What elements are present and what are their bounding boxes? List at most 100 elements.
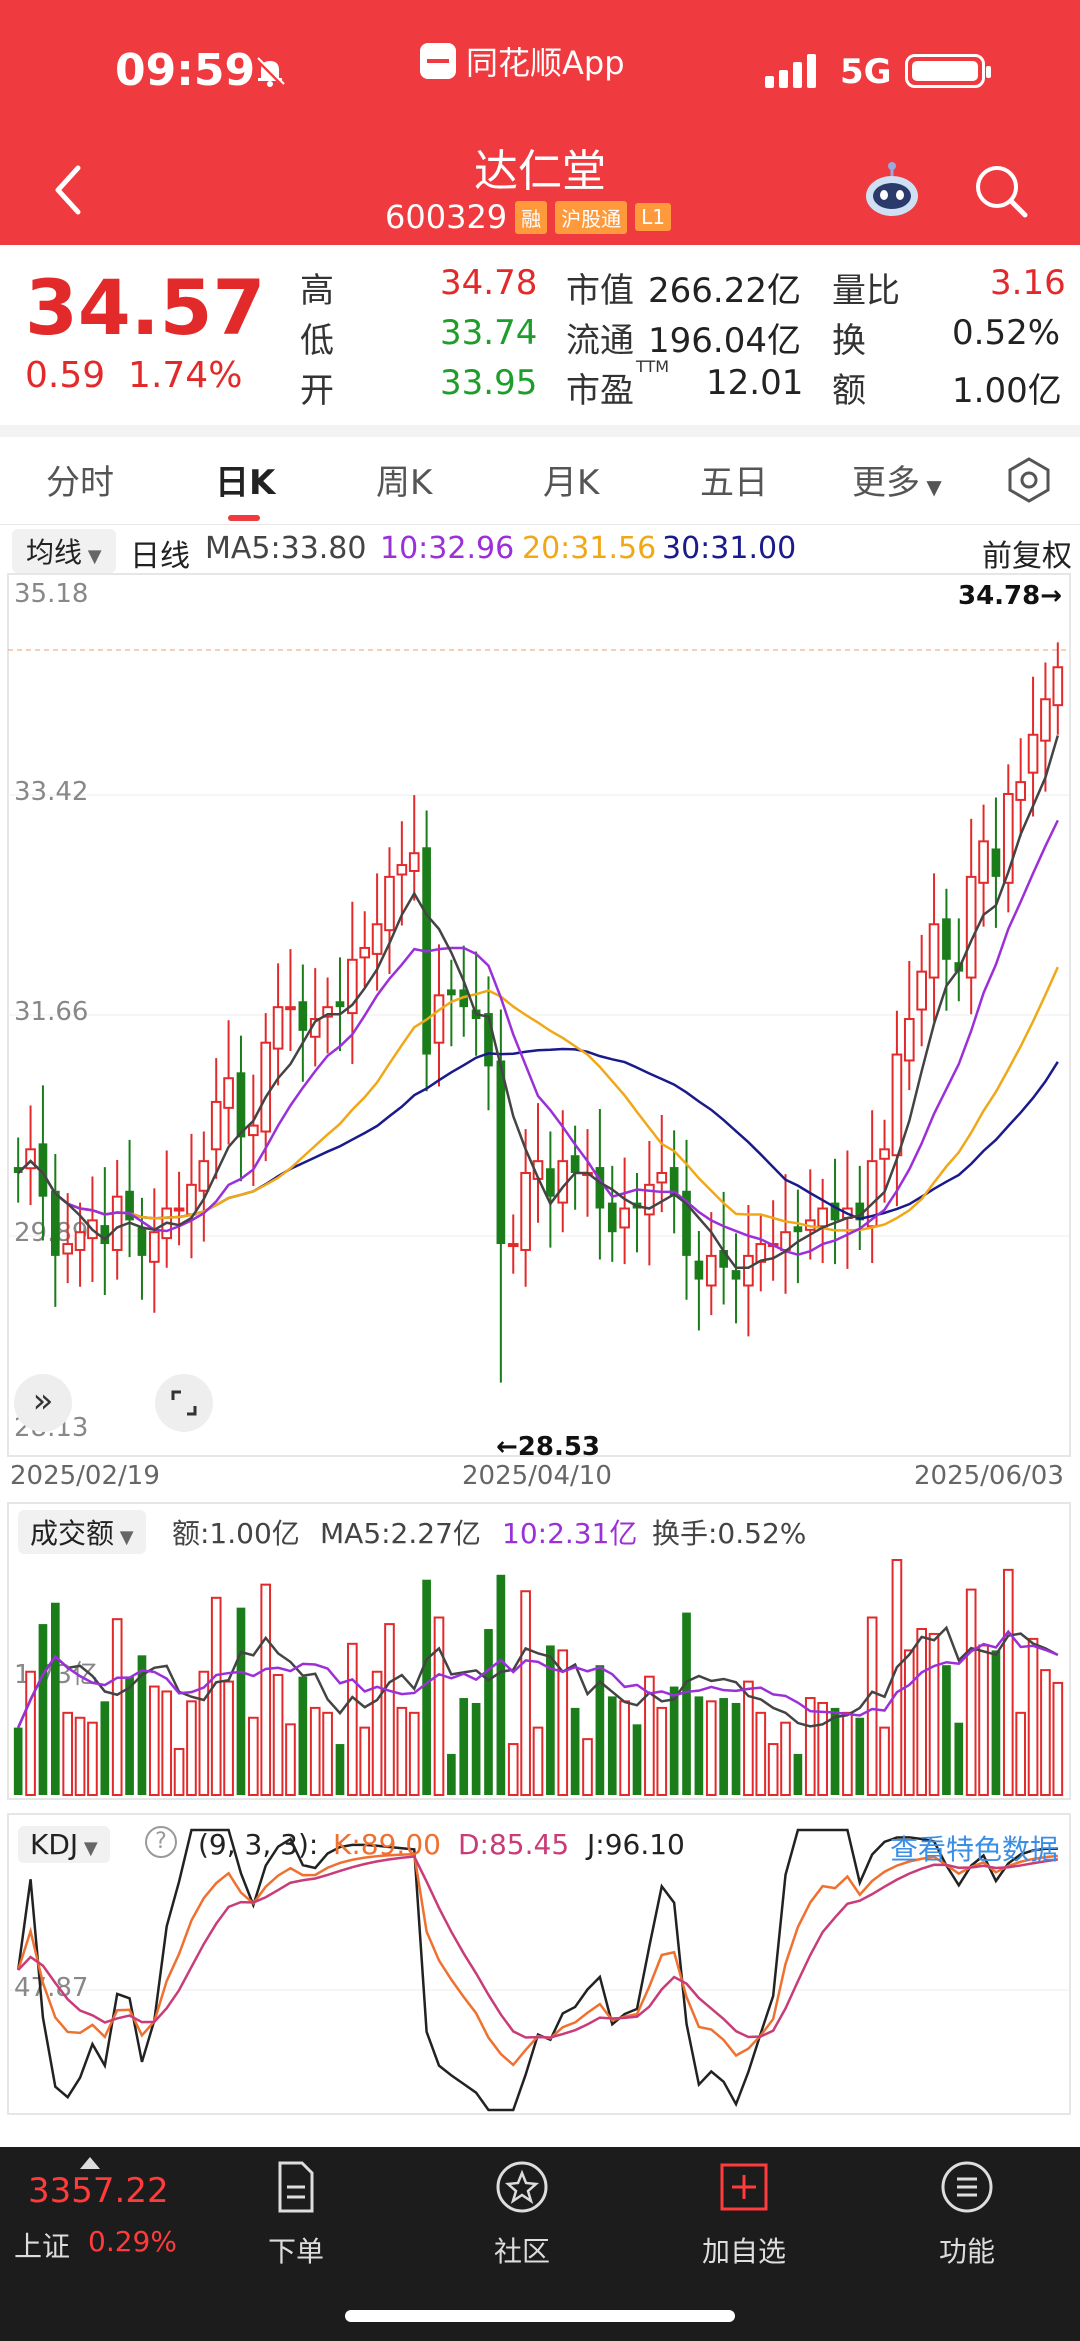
ai-robot-icon[interactable] [862, 160, 922, 220]
order-button[interactable]: 下单 [226, 2157, 366, 2270]
candle-body-up [62, 1243, 74, 1255]
volume-bar-up [210, 1596, 222, 1797]
candle-body-up [161, 1207, 173, 1240]
volume-selector[interactable]: 成交额 ▼ [18, 1510, 146, 1554]
turnover-value: 0.52% [952, 313, 1061, 353]
volume-bar-up [87, 1721, 98, 1796]
volume-bar-up [619, 1700, 630, 1796]
tab-daily-k[interactable]: 日K [215, 463, 276, 503]
volume-bar-up [520, 1590, 531, 1796]
volume-bar-up [842, 1711, 853, 1796]
volume-bar-down [991, 1650, 1001, 1795]
candle-body-up [309, 1018, 321, 1038]
add-watchlist-button[interactable]: 加自选 [674, 2157, 814, 2270]
sh-index-value[interactable]: 3357.22 [28, 2171, 169, 2211]
tab-weekly-k[interactable]: 周K [376, 463, 433, 503]
current-price: 34.57 [25, 263, 266, 352]
volume-bar-down [335, 1744, 345, 1795]
volume-bar-up [248, 1716, 259, 1796]
source-app-label: 同花顺App [466, 44, 625, 82]
volume-bar-down [570, 1707, 580, 1795]
source-app[interactable]: 同花顺App [420, 38, 625, 84]
candle-body-up [408, 852, 420, 872]
function-button[interactable]: 功能 [897, 2157, 1037, 2270]
price-adjust[interactable]: 前复权 [982, 539, 1072, 574]
volume-bar-up [309, 1706, 321, 1796]
feature-data-link[interactable]: 查看特色数据 [890, 1833, 1059, 1866]
candle-body-up [817, 1207, 828, 1228]
volume-bar-up [656, 1706, 668, 1796]
volume-bar-up [507, 1743, 519, 1796]
volume-bar-up [879, 1726, 890, 1797]
tag-level: L1 [635, 203, 672, 231]
candle-body-up [557, 1160, 569, 1204]
candle-body-down [991, 848, 1001, 877]
candle-body-up [87, 1219, 98, 1240]
candle-body-down [719, 1249, 728, 1268]
settings-hexagon-icon[interactable] [1005, 456, 1053, 504]
back-arrow-icon[interactable] [48, 160, 88, 220]
kdj-params: (9, 3, 3): [198, 1828, 319, 1861]
candle-body-up [248, 1124, 259, 1137]
tab-intraday[interactable]: 分时 [46, 463, 114, 503]
volume-bar-down [100, 1701, 110, 1795]
pe-ttm-label: TTM [636, 357, 670, 376]
search-icon[interactable] [970, 160, 1030, 220]
low-label: 低 [300, 321, 334, 361]
volume-bar-up [755, 1711, 767, 1796]
volume-bar-up [322, 1711, 333, 1796]
candle-body-down [607, 1202, 617, 1233]
candle-body-up [804, 1219, 816, 1231]
volume-bar-up [1015, 1711, 1027, 1796]
section-divider [0, 425, 1080, 437]
candle-body-down [100, 1225, 110, 1245]
community-star-icon [496, 2161, 548, 2213]
kdj-selector[interactable]: KDJ ▼ [18, 1826, 110, 1863]
candle-body-up [1040, 698, 1051, 742]
signal-icon [765, 52, 816, 88]
kdj-j-value: J:96.10 [587, 1828, 685, 1861]
home-indicator[interactable] [345, 2310, 735, 2322]
high-value: 34.78 [440, 263, 538, 303]
volume-bar-down [298, 1676, 308, 1795]
volume-bar-up [260, 1583, 272, 1797]
ma-legend: 均线 ▼ 日线 MA5:33.80 10:32.96 20:31.56 30:3… [0, 525, 1080, 574]
volume-bar-up [25, 1670, 36, 1797]
candle-body-up [619, 1207, 630, 1229]
candle-body-down [496, 1060, 506, 1245]
candle-body-down [694, 1260, 704, 1280]
ma-selector[interactable]: 均线 ▼ [12, 529, 116, 573]
volume-bar-down [496, 1574, 506, 1795]
volume-bar-up [359, 1726, 371, 1797]
sh-index-change: 0.29% [88, 2225, 177, 2258]
volume-bar-up [161, 1690, 173, 1796]
volume-bar-down [13, 1727, 23, 1795]
volume-bar-down [954, 1722, 964, 1795]
fullscreen-button[interactable] [155, 1374, 213, 1432]
help-icon[interactable]: ? [145, 1826, 177, 1858]
tab-monthly-k[interactable]: 月K [543, 463, 600, 503]
candle-body-down [447, 989, 456, 996]
tab-five-day[interactable]: 五日 [700, 463, 768, 503]
volume-bar-down [484, 1629, 493, 1795]
caret-down-icon: ▼ [78, 1838, 98, 1859]
candle-body-up [780, 1231, 791, 1251]
volume-bar-up [743, 1680, 754, 1797]
candles [13, 642, 1064, 1383]
tab-more[interactable]: 更多 ▼ [852, 455, 942, 504]
battery-icon [905, 54, 991, 88]
kdj-legend: KDJ ▼ ? (9, 3, 3): K:89.00 D:85.45 J:96.… [0, 1826, 1080, 1870]
candle-body-up [433, 994, 445, 1044]
candle-body-up [1052, 666, 1064, 707]
ma5-value: MA5:33.80 [205, 531, 367, 566]
volume-bar-down [855, 1717, 865, 1795]
candle-body-up [186, 1183, 197, 1216]
expand-arrows-button[interactable]: » [14, 1374, 72, 1432]
community-button[interactable]: 社区 [452, 2157, 592, 2270]
sh-index-name: 上证 [14, 2230, 71, 2263]
status-time: 09:59 [115, 45, 256, 96]
stock-code: 600329 [385, 198, 508, 236]
candle-body-up [978, 840, 989, 884]
volume-ratio-label: 量比 [832, 271, 900, 311]
candle-body-up [916, 970, 928, 1011]
